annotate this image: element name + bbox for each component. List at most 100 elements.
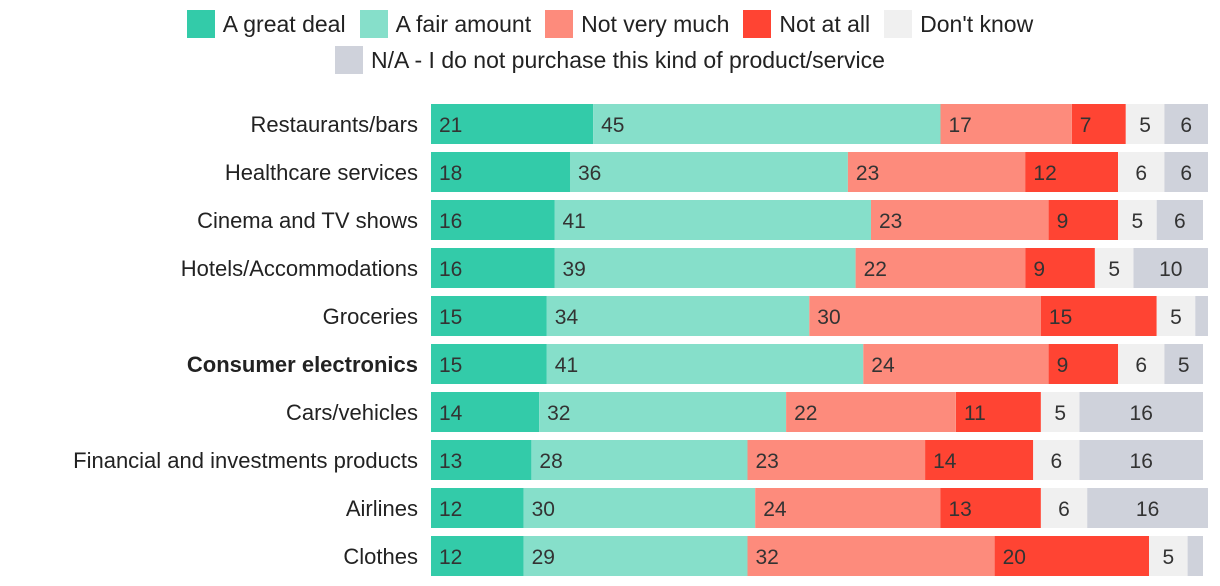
bar-segment — [1164, 344, 1203, 384]
value-label: 11 — [964, 402, 986, 425]
bar-segment — [1040, 392, 1080, 432]
bar-segment — [554, 248, 856, 288]
bar-segment — [531, 440, 748, 480]
value-label: 41 — [563, 210, 586, 233]
value-label: 30 — [817, 306, 840, 329]
bar-segment — [523, 536, 748, 576]
bar-segment — [1156, 296, 1196, 336]
value-label: 17 — [949, 114, 972, 137]
value-label: 32 — [547, 402, 570, 425]
legend-label: A fair amount — [395, 11, 532, 37]
bar-segment — [1079, 440, 1203, 480]
category-label: Cinema and TV shows — [197, 208, 418, 233]
bar-segment — [1025, 248, 1095, 288]
value-label: 24 — [871, 354, 895, 377]
value-label: 24 — [763, 498, 787, 521]
value-label: 41 — [555, 354, 578, 377]
value-label: 9 — [1057, 354, 1069, 377]
bar-segment — [431, 536, 524, 576]
legend-label: A great deal — [222, 11, 346, 37]
legend-item: A great deal — [186, 6, 346, 42]
bar-segment — [431, 440, 532, 480]
legend-item: A fair amount — [359, 6, 532, 42]
value-label: 20 — [1003, 546, 1026, 569]
bar-segment — [1125, 104, 1165, 144]
value-label: 9 — [1057, 210, 1069, 233]
value-label: 34 — [555, 306, 579, 329]
bar-segment — [431, 392, 540, 432]
bar-segment — [431, 248, 555, 288]
bar-segment — [1033, 440, 1080, 480]
bar-segment — [1118, 152, 1165, 192]
value-label: 12 — [439, 546, 462, 569]
value-label: 13 — [949, 498, 972, 521]
value-label: 23 — [856, 162, 879, 185]
bar-segment — [940, 488, 1041, 528]
value-label: 6 — [1058, 498, 1070, 521]
bar-segment — [546, 296, 810, 336]
category-label: Financial and investments products — [73, 448, 418, 473]
value-label: 12 — [439, 498, 462, 521]
value-label: 16 — [1130, 402, 1153, 425]
legend-swatch — [359, 10, 388, 38]
bar-segment — [593, 104, 941, 144]
value-label: 6 — [1050, 450, 1062, 473]
bar-segment — [863, 344, 1049, 384]
bar-segment — [1048, 200, 1119, 240]
legend-swatch — [743, 10, 772, 38]
legend-swatch — [545, 10, 574, 38]
value-label: 45 — [601, 114, 624, 137]
category-label: Airlines — [346, 496, 418, 521]
bar-segment — [554, 200, 871, 240]
bar-segment — [431, 200, 555, 240]
bar-segment — [431, 104, 594, 144]
bar-segment — [1079, 392, 1203, 432]
legend-label: Not at all — [779, 11, 871, 37]
bar-segment — [1025, 152, 1118, 192]
value-label: 22 — [864, 258, 887, 281]
category-label: Consumer electronics — [187, 352, 418, 377]
bar-segment — [956, 392, 1041, 432]
value-label: 13 — [439, 450, 462, 473]
legend-swatch — [335, 46, 364, 74]
bar-segment — [1195, 296, 1208, 336]
bar-segment — [925, 440, 1034, 480]
bar-segment — [1087, 488, 1208, 528]
bar-segment — [755, 488, 941, 528]
value-label: 6 — [1174, 210, 1186, 233]
legend-item: Not very much — [545, 6, 729, 42]
value-label: 18 — [439, 162, 462, 185]
value-label: 6 — [1180, 162, 1192, 185]
bar-segment — [431, 152, 570, 192]
value-label: 5 — [1139, 114, 1151, 137]
bar-segment — [940, 104, 1072, 144]
value-label: 30 — [532, 498, 555, 521]
bar-segment — [1040, 488, 1088, 528]
category-label: Hotels/Accommodations — [181, 256, 418, 281]
bar-segment — [546, 344, 864, 384]
bar-segment — [1149, 536, 1188, 576]
bar-segment — [855, 248, 1026, 288]
value-label: 29 — [532, 546, 555, 569]
value-label: 6 — [1135, 354, 1147, 377]
value-label: 16 — [1130, 450, 1153, 473]
value-label: 14 — [439, 402, 463, 425]
value-label: 21 — [439, 114, 462, 137]
value-label: 32 — [756, 546, 779, 569]
bar-segment — [1164, 152, 1208, 192]
value-label: 16 — [1136, 498, 1159, 521]
bar-segment — [1094, 248, 1134, 288]
bar-segment — [1164, 104, 1208, 144]
value-label: 23 — [756, 450, 779, 473]
bar-segment — [994, 536, 1149, 576]
value-label: 6 — [1135, 162, 1147, 185]
bar-segment — [1118, 344, 1165, 384]
category-label: Cars/vehicles — [286, 400, 418, 425]
bar-segment — [431, 344, 547, 384]
value-label: 39 — [563, 258, 586, 281]
legend-label: Not very much — [581, 11, 730, 37]
value-label: 36 — [578, 162, 601, 185]
bar-segment — [1040, 296, 1157, 336]
value-label: 7 — [1080, 114, 1092, 137]
legend: A great deal A fair amount Not very much No… — [0, 6, 1220, 78]
